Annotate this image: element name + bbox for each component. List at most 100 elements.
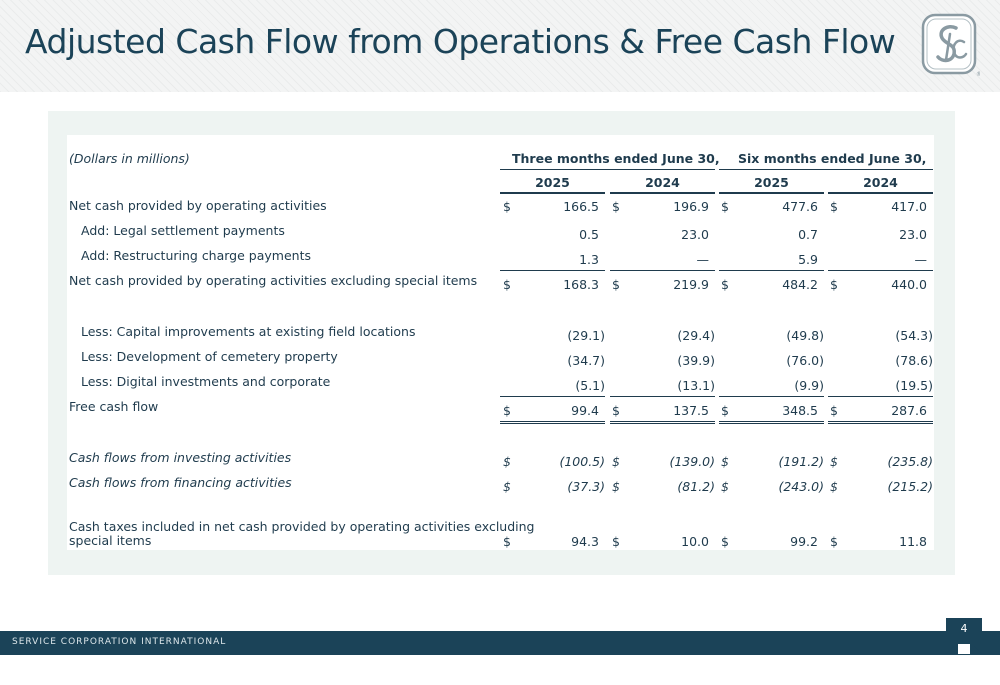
value-cell: 0.5 — [579, 227, 599, 242]
cash-flow-table: (Dollars in millions) Three months ended… — [67, 135, 934, 550]
value-cell: 166.5 — [563, 199, 599, 214]
page-number: 4 — [960, 622, 968, 635]
currency-symbol: $ — [830, 534, 838, 549]
value-cell: 99.2 — [790, 534, 818, 549]
subtotal-rule — [719, 270, 824, 271]
page-number-tab-icon — [946, 618, 982, 654]
slide-header: Adjusted Cash Flow from Operations & Fre… — [0, 0, 1000, 92]
value-cell: 348.5 — [782, 403, 818, 418]
currency-symbol: $ — [503, 454, 511, 469]
value-cell: 168.3 — [563, 277, 599, 292]
subtotal-rule — [719, 396, 824, 397]
value-cell: 196.9 — [673, 199, 709, 214]
value-cell: (139.0) — [669, 454, 715, 469]
value-cell: 5.9 — [798, 252, 818, 267]
value-cell: (243.0) — [778, 479, 824, 494]
year-underline — [610, 192, 715, 194]
value-cell: 417.0 — [891, 199, 927, 214]
year-header: 2025 — [535, 175, 570, 190]
currency-symbol: $ — [612, 534, 620, 549]
currency-symbol: $ — [830, 277, 838, 292]
value-cell: 1.3 — [579, 252, 599, 267]
value-cell: (39.9) — [677, 353, 715, 368]
value-cell: 0.7 — [798, 227, 818, 242]
value-cell: (215.2) — [887, 479, 933, 494]
value-cell: (191.2) — [778, 454, 824, 469]
value-cell: (13.1) — [677, 378, 715, 393]
subtotal-rule — [828, 270, 933, 271]
row-label: Net cash provided by operating activitie… — [69, 198, 327, 213]
value-cell: 23.0 — [899, 227, 927, 242]
row-label: Free cash flow — [69, 399, 159, 414]
value-cell: — — [696, 252, 710, 267]
value-cell: (78.6) — [895, 353, 933, 368]
row-label: Add: Legal settlement payments — [81, 223, 285, 238]
value-cell: 23.0 — [681, 227, 709, 242]
currency-symbol: $ — [721, 277, 729, 292]
year-underline — [500, 192, 605, 194]
row-label-continued: special items — [69, 533, 152, 548]
row-label: Cash taxes included in net cash provided… — [69, 519, 535, 534]
value-cell: 484.2 — [782, 277, 818, 292]
currency-symbol: $ — [612, 199, 620, 214]
currency-symbol: $ — [612, 277, 620, 292]
row-label: Less: Development of cemetery property — [81, 349, 338, 364]
currency-symbol: $ — [721, 534, 729, 549]
total-double-rule — [828, 421, 933, 424]
value-cell: — — [914, 252, 928, 267]
subtotal-rule — [500, 396, 605, 397]
year-header: 2024 — [863, 175, 898, 190]
sci-monogram-logo-icon: ® — [921, 13, 980, 78]
svg-text:®: ® — [976, 71, 980, 78]
total-double-rule — [610, 421, 715, 424]
currency-symbol: $ — [503, 479, 511, 494]
units-label: (Dollars in millions) — [69, 151, 190, 166]
year-underline — [828, 192, 933, 194]
currency-symbol: $ — [612, 454, 620, 469]
total-double-rule — [719, 421, 824, 424]
value-cell: 99.4 — [571, 403, 599, 418]
currency-symbol: $ — [830, 479, 838, 494]
value-cell: (29.4) — [677, 328, 715, 343]
row-label: Less: Capital improvements at existing f… — [81, 324, 416, 339]
currency-symbol: $ — [721, 454, 729, 469]
row-label: Net cash provided by operating activitie… — [69, 273, 478, 288]
value-cell: 440.0 — [891, 277, 927, 292]
currency-symbol: $ — [503, 277, 511, 292]
currency-symbol: $ — [612, 403, 620, 418]
value-cell: 11.8 — [899, 534, 927, 549]
subtotal-rule — [828, 396, 933, 397]
currency-symbol: $ — [830, 403, 838, 418]
value-cell: (9.9) — [794, 378, 824, 393]
subtotal-rule — [500, 270, 605, 271]
value-cell: (54.3) — [895, 328, 933, 343]
value-cell: 94.3 — [571, 534, 599, 549]
row-label: Cash flows from financing activities — [69, 475, 292, 490]
value-cell: 477.6 — [782, 199, 818, 214]
group-underline — [719, 169, 933, 170]
value-cell: (5.1) — [575, 378, 605, 393]
slide-footer: SERVICE CORPORATION INTERNATIONAL — [0, 631, 1000, 655]
value-cell: (34.7) — [567, 353, 605, 368]
slide-title: Adjusted Cash Flow from Operations & Fre… — [25, 22, 896, 61]
value-cell: 219.9 — [673, 277, 709, 292]
currency-symbol: $ — [721, 403, 729, 418]
currency-symbol: $ — [612, 479, 620, 494]
currency-symbol: $ — [721, 199, 729, 214]
currency-symbol: $ — [830, 454, 838, 469]
subtotal-rule — [610, 396, 715, 397]
row-label: Less: Digital investments and corporate — [81, 374, 331, 389]
value-cell: (100.5) — [559, 454, 605, 469]
total-double-rule — [500, 421, 605, 424]
value-cell: 10.0 — [681, 534, 709, 549]
company-name: SERVICE CORPORATION INTERNATIONAL — [12, 637, 227, 647]
row-label: Add: Restructuring charge payments — [81, 248, 311, 263]
currency-symbol: $ — [503, 199, 511, 214]
value-cell: 137.5 — [673, 403, 709, 418]
group-header-six-months: Six months ended June 30, — [738, 151, 927, 166]
row-label: Cash flows from investing activities — [69, 450, 292, 465]
currency-symbol: $ — [830, 199, 838, 214]
group-underline — [500, 169, 715, 170]
value-cell: (76.0) — [786, 353, 824, 368]
currency-symbol: $ — [503, 403, 511, 418]
